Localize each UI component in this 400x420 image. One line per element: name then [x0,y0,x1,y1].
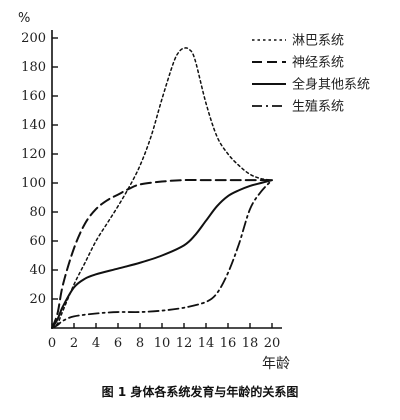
y-axis-unit: % [18,11,30,26]
y-tick-label: 100 [21,176,46,191]
legend-label-4: 生殖系统 [292,99,344,115]
x-tick-label: 16 [220,336,237,351]
y-tick-label: 20 [29,292,46,307]
x-tick-label: 8 [136,336,144,351]
figure-caption: 图 1 身体各系统发育与年龄的关系图 [102,384,299,399]
x-axis-label: 年龄 [262,356,290,372]
x-tick-label: 20 [264,336,281,351]
axes [51,30,282,329]
ticks: 20 40 60 80 100 120 140 160 180 200 0 2 4 6 8 10 12 14 16 1… [21,31,280,351]
series-line-3 [51,179,273,329]
y-tick-label: 80 [29,205,46,220]
series-group [51,47,273,329]
y-tick-label: 140 [21,118,46,133]
x-tick-label: 6 [114,336,122,351]
x-tick-label: 10 [154,336,171,351]
legend-label-1: 淋巴系统 [292,34,344,49]
x-tick-label: 14 [198,336,215,351]
legend-label-3: 全身其他系统 [292,77,370,93]
x-tick-label: 0 [48,336,56,351]
y-tick-label: 120 [21,147,46,162]
y-tick-label: 180 [21,60,46,75]
y-tick-label: 60 [29,234,46,249]
y-tick-label: 160 [21,89,46,104]
series-line-4 [51,179,273,329]
x-tick-label: 18 [242,336,259,351]
x-tick-label: 2 [70,336,78,351]
series-line-1 [51,47,273,329]
legend-label-2: 神经系统 [292,56,344,71]
y-tick-label: 200 [21,31,46,46]
series-line-2 [51,178,273,329]
y-tick-label: 40 [29,263,46,278]
x-tick-label: 12 [176,336,193,351]
x-tick-label: 4 [92,336,100,351]
